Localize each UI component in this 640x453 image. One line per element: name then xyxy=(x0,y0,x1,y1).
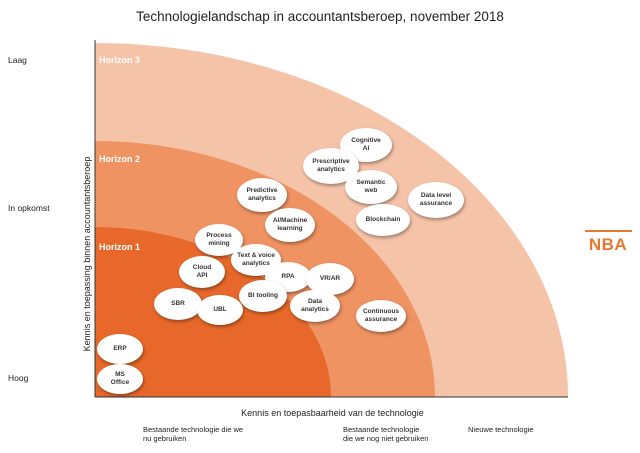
tech-vr-ar: VR/AR xyxy=(306,263,354,295)
nba-logo: NBA xyxy=(588,235,628,254)
tech-ms-office: MS Office xyxy=(97,364,143,394)
y-level-laag: Laag xyxy=(8,55,27,65)
tech-bi-tooling: BI tooling xyxy=(239,280,287,312)
tech-semantic-web: Semantic web xyxy=(345,170,397,204)
y-level-in-opkomst: In opkomst xyxy=(8,203,50,213)
x-axis-title: Kennis en toepasbaarheid van de technolo… xyxy=(241,408,424,418)
tech-cloud-api: Cloud API xyxy=(179,256,225,288)
tech-erp: ERP xyxy=(97,334,143,364)
tech-sbr: SBR xyxy=(154,288,202,320)
chart-title: Technologielandschap in accountantsberoe… xyxy=(136,9,504,24)
tech-ai-machine-learning: AI/Machine learning xyxy=(265,208,315,242)
tech-data-level-assurance: Data level assurance xyxy=(408,182,464,218)
horizon-1-label: Horizon 1 xyxy=(99,242,141,252)
tech-continuous-assurance: Continuous assurance xyxy=(356,300,406,332)
tech-blockchain: Blockchain xyxy=(356,204,410,236)
y-axis-title: Kennis en toepassing binnen accountantsb… xyxy=(82,156,92,352)
tech-data-analytics: Data analytics xyxy=(290,290,340,322)
nba-logo-line xyxy=(585,230,632,232)
y-level-hoog: Hoog xyxy=(8,373,29,383)
tech-rpa: RPA xyxy=(265,262,311,292)
horizon-2-label: Horizon 2 xyxy=(99,154,141,164)
tech-predictive-analytics: Predictive analytics xyxy=(237,178,287,212)
tech-ubl: UBL xyxy=(197,295,243,325)
x-category-existing-unused: Bestaande technologie die we nog niet ge… xyxy=(343,425,429,443)
x-category-current: Bestaande technologie die we nu gebruike… xyxy=(143,425,244,443)
horizon-3-label: Horizon 3 xyxy=(99,55,141,65)
x-category-new: Nieuwe technologie xyxy=(468,425,534,434)
